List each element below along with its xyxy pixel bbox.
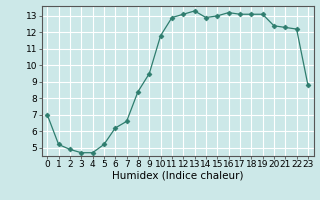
X-axis label: Humidex (Indice chaleur): Humidex (Indice chaleur) — [112, 171, 243, 181]
